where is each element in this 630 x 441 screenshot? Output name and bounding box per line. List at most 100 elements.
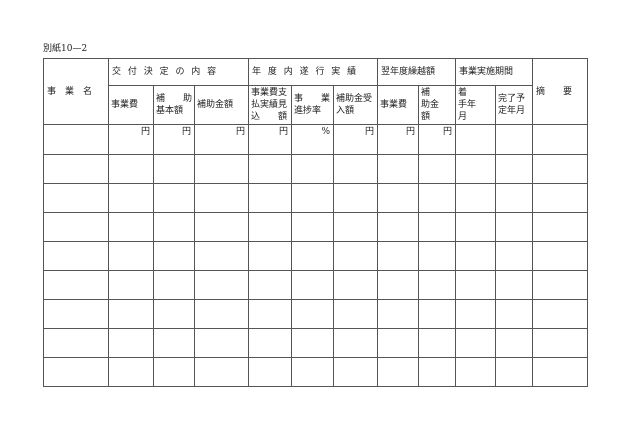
data-cell[interactable] <box>333 357 378 387</box>
data-cell[interactable] <box>455 212 496 242</box>
data-cell[interactable] <box>455 357 496 387</box>
data-cell[interactable] <box>194 270 249 300</box>
data-cell[interactable] <box>153 357 195 387</box>
data-cell[interactable] <box>418 328 456 358</box>
data-cell[interactable] <box>418 270 456 300</box>
data-cell[interactable] <box>194 241 249 271</box>
unit-cell[interactable]: 円 <box>108 124 154 155</box>
unit-cell[interactable]: 円 <box>248 124 292 155</box>
data-cell[interactable] <box>418 154 456 184</box>
data-cell[interactable] <box>532 212 588 242</box>
data-cell[interactable] <box>194 183 249 213</box>
data-cell[interactable] <box>248 299 292 329</box>
data-cell[interactable] <box>248 212 292 242</box>
data-cell[interactable] <box>43 212 109 242</box>
data-cell[interactable] <box>377 357 419 387</box>
data-cell[interactable] <box>495 328 533 358</box>
data-cell[interactable] <box>455 154 496 184</box>
data-cell[interactable] <box>418 299 456 329</box>
data-cell[interactable] <box>377 299 419 329</box>
data-cell[interactable] <box>153 299 195 329</box>
unit-cell[interactable] <box>455 124 496 155</box>
data-cell[interactable] <box>455 183 496 213</box>
data-cell[interactable] <box>333 241 378 271</box>
data-cell[interactable] <box>108 183 154 213</box>
data-cell[interactable] <box>43 328 109 358</box>
data-cell[interactable] <box>248 154 292 184</box>
data-cell[interactable] <box>532 154 588 184</box>
data-cell[interactable] <box>108 328 154 358</box>
data-cell[interactable] <box>43 299 109 329</box>
data-cell[interactable] <box>291 357 334 387</box>
data-cell[interactable] <box>248 241 292 271</box>
data-cell[interactable] <box>291 212 334 242</box>
data-cell[interactable] <box>43 183 109 213</box>
data-cell[interactable] <box>532 270 588 300</box>
data-cell[interactable] <box>43 124 109 155</box>
data-cell[interactable] <box>153 212 195 242</box>
data-cell[interactable] <box>532 183 588 213</box>
data-cell[interactable] <box>291 270 334 300</box>
data-cell[interactable] <box>248 357 292 387</box>
data-cell[interactable] <box>153 328 195 358</box>
data-cell[interactable] <box>455 270 496 300</box>
unit-cell[interactable]: % <box>291 124 334 155</box>
data-cell[interactable] <box>532 328 588 358</box>
data-cell[interactable] <box>108 299 154 329</box>
data-cell[interactable] <box>108 357 154 387</box>
data-cell[interactable] <box>153 154 195 184</box>
data-cell[interactable] <box>248 270 292 300</box>
data-cell[interactable] <box>333 212 378 242</box>
data-cell[interactable] <box>418 183 456 213</box>
data-cell[interactable] <box>377 212 419 242</box>
data-cell[interactable] <box>377 328 419 358</box>
data-cell[interactable] <box>495 299 533 329</box>
data-cell[interactable] <box>495 241 533 271</box>
data-cell[interactable] <box>377 270 419 300</box>
data-cell[interactable] <box>153 270 195 300</box>
unit-cell[interactable]: 円 <box>194 124 249 155</box>
data-cell[interactable] <box>377 183 419 213</box>
data-cell[interactable] <box>377 241 419 271</box>
data-cell[interactable] <box>108 154 154 184</box>
data-cell[interactable] <box>108 270 154 300</box>
data-cell[interactable] <box>418 212 456 242</box>
data-cell[interactable] <box>108 241 154 271</box>
data-cell[interactable] <box>194 357 249 387</box>
data-cell[interactable] <box>532 241 588 271</box>
data-cell[interactable] <box>248 183 292 213</box>
data-cell[interactable] <box>495 270 533 300</box>
unit-cell[interactable]: 円 <box>153 124 195 155</box>
data-cell[interactable] <box>248 328 292 358</box>
data-cell[interactable] <box>291 328 334 358</box>
unit-cell[interactable] <box>495 124 533 155</box>
data-cell[interactable] <box>495 212 533 242</box>
data-cell[interactable] <box>532 357 588 387</box>
data-cell[interactable] <box>194 212 249 242</box>
data-cell[interactable] <box>495 183 533 213</box>
data-cell[interactable] <box>532 299 588 329</box>
data-cell[interactable] <box>333 299 378 329</box>
data-cell[interactable] <box>333 154 378 184</box>
data-cell[interactable] <box>495 357 533 387</box>
data-cell[interactable] <box>333 183 378 213</box>
data-cell[interactable] <box>418 241 456 271</box>
unit-cell[interactable]: 円 <box>377 124 419 155</box>
data-cell[interactable] <box>333 270 378 300</box>
data-cell[interactable] <box>291 241 334 271</box>
unit-cell[interactable]: 円 <box>333 124 378 155</box>
data-cell[interactable] <box>153 241 195 271</box>
data-cell[interactable] <box>532 124 588 155</box>
data-cell[interactable] <box>108 212 154 242</box>
data-cell[interactable] <box>291 183 334 213</box>
data-cell[interactable] <box>43 357 109 387</box>
data-cell[interactable] <box>377 154 419 184</box>
unit-cell[interactable]: 円 <box>418 124 456 155</box>
data-cell[interactable] <box>418 357 456 387</box>
data-cell[interactable] <box>194 299 249 329</box>
data-cell[interactable] <box>455 328 496 358</box>
data-cell[interactable] <box>455 299 496 329</box>
data-cell[interactable] <box>153 183 195 213</box>
data-cell[interactable] <box>194 328 249 358</box>
data-cell[interactable] <box>291 299 334 329</box>
